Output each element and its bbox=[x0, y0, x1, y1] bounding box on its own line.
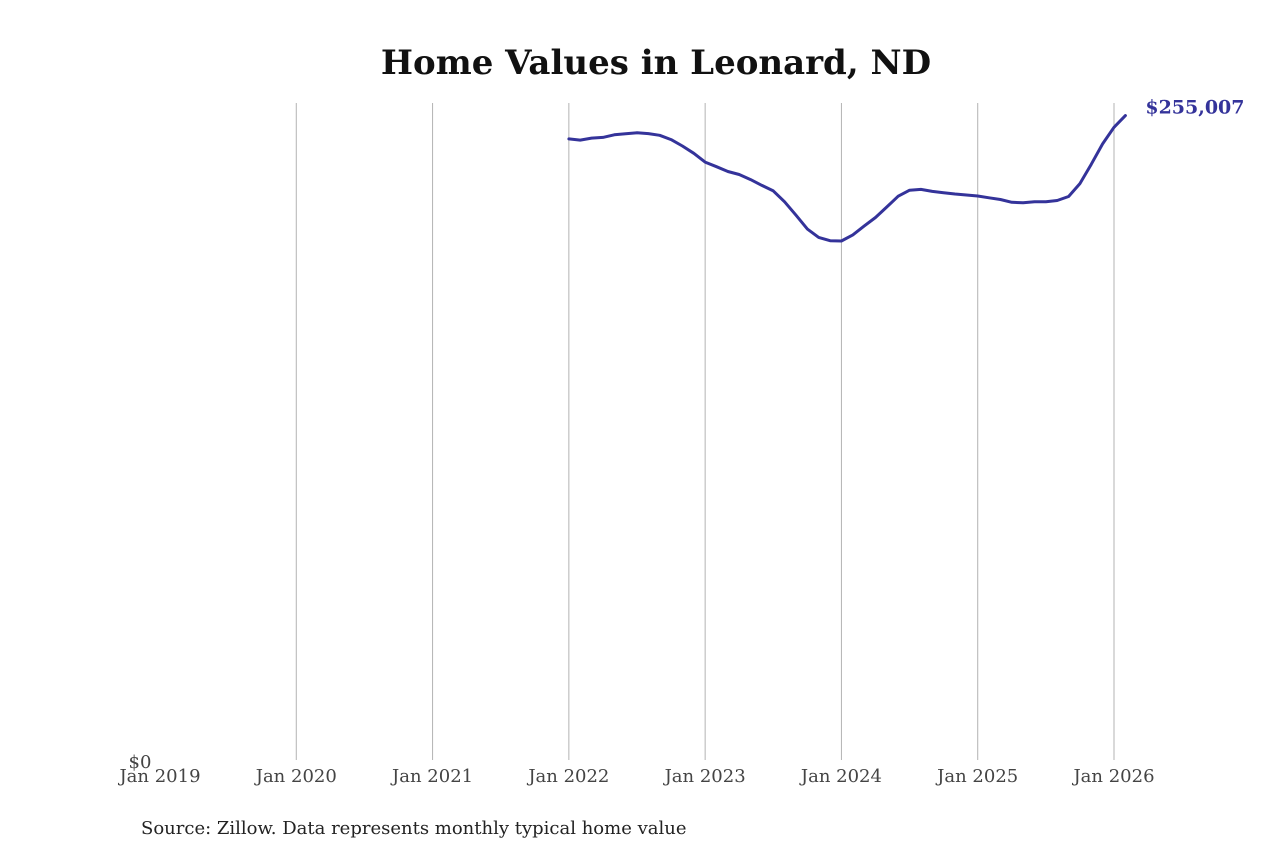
x-tick-label-2024: Jan 2024 bbox=[799, 766, 882, 787]
x-tick-label-2022: Jan 2022 bbox=[526, 766, 609, 787]
latest-value-label: $255,007 bbox=[1145, 97, 1244, 119]
x-tick-label-2026: Jan 2026 bbox=[1071, 766, 1154, 787]
x-tick-label-2023: Jan 2023 bbox=[663, 766, 746, 787]
gridlines bbox=[295, 103, 1115, 760]
x-tick-label-2021: Jan 2021 bbox=[390, 766, 473, 787]
x-tick-label-2020: Jan 2020 bbox=[254, 766, 337, 787]
y-tick-label-0: $0 bbox=[129, 752, 152, 773]
x-tick-label-2025: Jan 2025 bbox=[935, 766, 1018, 787]
source-note: Source: Zillow. Data represents monthly … bbox=[141, 818, 687, 839]
x-tick-label-2019: Jan 2019 bbox=[117, 766, 200, 787]
chart-title: Home Values in Leonard, ND bbox=[381, 43, 931, 83]
x-axis-ticks: Jan 2019 Jan 2020 Jan 2021 Jan 2022 Jan 2023… bbox=[117, 766, 1154, 787]
home-value-line bbox=[567, 114, 1127, 243]
